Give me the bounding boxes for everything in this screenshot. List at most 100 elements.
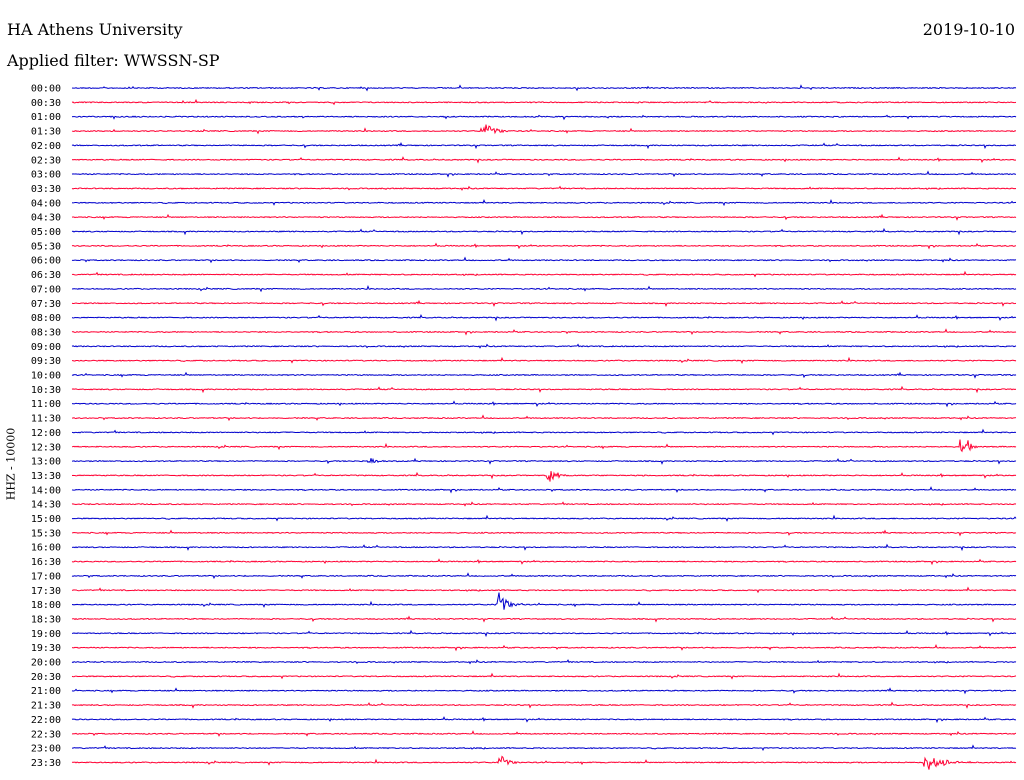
trace-0000	[71, 84, 1017, 92]
time-label-0700: 07:00	[31, 284, 61, 295]
trace-1930	[71, 643, 1017, 652]
time-label-1630: 16:30	[31, 557, 61, 568]
time-label-0130: 01:30	[31, 127, 61, 138]
station-title: HA Athens University	[7, 20, 183, 39]
trace-1030	[71, 385, 1017, 394]
trace-2000	[71, 659, 1017, 665]
trace-2030	[71, 672, 1017, 680]
time-label-1100: 11:00	[31, 399, 61, 410]
trace-0230	[71, 156, 1017, 164]
trace-1100	[71, 400, 1017, 408]
trace-2200	[71, 716, 1017, 724]
trace-0930	[72, 356, 1017, 364]
time-label-1800: 18:00	[31, 600, 61, 611]
time-label-0600: 06:00	[31, 256, 61, 267]
trace-1230	[71, 439, 1017, 453]
trace-0800	[71, 314, 1017, 322]
time-label-0800: 08:00	[31, 313, 61, 324]
time-label-1730: 17:30	[31, 586, 61, 597]
trace-1300	[71, 457, 1017, 465]
trace-0700	[71, 285, 1017, 293]
time-label-0830: 08:30	[31, 327, 61, 338]
trace-1130	[71, 414, 1017, 422]
trace-1000	[71, 371, 1017, 379]
time-label-0230: 02:30	[31, 155, 61, 166]
trace-0200	[71, 141, 1017, 150]
time-label-1930: 19:30	[31, 643, 61, 654]
trace-1830	[71, 615, 1017, 623]
trace-0600	[71, 256, 1017, 264]
trace-0530	[71, 242, 1017, 250]
trace-0130	[71, 124, 1017, 135]
trace-1330	[71, 471, 1017, 482]
trace-2300	[71, 744, 1017, 752]
time-label-2300: 23:00	[31, 744, 61, 755]
time-label-2130: 21:30	[31, 701, 61, 712]
time-label-1230: 12:30	[31, 442, 61, 453]
time-label-0030: 00:30	[31, 98, 61, 109]
filter-label: Applied filter: WWSSN-SP	[7, 51, 220, 70]
trace-0100	[71, 114, 1017, 121]
time-label-1130: 11:30	[31, 414, 61, 425]
trace-1800	[71, 592, 1017, 610]
time-label-0930: 09:30	[31, 356, 61, 367]
time-label-0530: 05:30	[31, 241, 61, 252]
trace-1600	[71, 543, 1017, 552]
trace-1530	[71, 529, 1017, 537]
trace-0630	[71, 270, 1017, 278]
time-label-0630: 06:30	[31, 270, 61, 281]
time-label-2330: 23:30	[31, 758, 61, 769]
time-label-1000: 10:00	[31, 371, 61, 382]
trace-0430	[71, 213, 1017, 221]
trace-2130	[71, 701, 1017, 709]
time-label-1400: 14:00	[31, 485, 61, 496]
time-label-0730: 07:30	[31, 299, 61, 310]
trace-0330	[71, 185, 1017, 191]
trace-1430	[71, 501, 1017, 507]
trace-0030	[71, 98, 1017, 106]
trace-1500	[71, 514, 1017, 522]
trace-1700	[71, 572, 1017, 579]
trace-1630	[71, 558, 1017, 566]
time-label-1430: 14:30	[31, 500, 61, 511]
time-label-0000: 00:00	[31, 84, 61, 95]
time-label-1700: 17:00	[31, 571, 61, 582]
trace-2330	[71, 755, 1017, 770]
time-label-1530: 15:30	[31, 528, 61, 539]
date-label: 2019-10-10	[922, 20, 1015, 39]
trace-0900	[71, 343, 1017, 349]
time-label-1200: 12:00	[31, 428, 61, 439]
time-label-2230: 22:30	[31, 729, 61, 740]
time-label-0900: 09:00	[31, 342, 61, 353]
trace-2100	[71, 687, 1017, 695]
time-label-1500: 15:00	[31, 514, 61, 525]
time-label-1830: 18:30	[31, 614, 61, 625]
trace-0830	[71, 328, 1017, 336]
time-label-0400: 04:00	[31, 198, 61, 209]
trace-1900	[71, 629, 1017, 638]
trace-1400	[71, 486, 1017, 494]
time-label-2000: 20:00	[31, 658, 61, 669]
time-label-0430: 04:30	[31, 213, 61, 224]
time-label-2030: 20:30	[31, 672, 61, 683]
trace-0500	[71, 227, 1017, 236]
time-label-1300: 13:00	[31, 457, 61, 468]
time-label-0200: 02:00	[31, 141, 61, 152]
time-label-0300: 03:00	[31, 170, 61, 181]
time-label-0100: 01:00	[31, 112, 61, 123]
time-label-0330: 03:30	[31, 184, 61, 195]
time-label-1330: 13:30	[31, 471, 61, 482]
trace-2230	[71, 730, 1017, 737]
trace-1730	[71, 586, 1017, 594]
time-label-2100: 21:00	[31, 686, 61, 697]
trace-0730	[71, 299, 1017, 307]
time-label-1900: 19:00	[31, 629, 61, 640]
trace-1200	[71, 428, 1017, 436]
time-label-1030: 10:30	[31, 385, 61, 396]
time-label-2200: 22:00	[31, 715, 61, 726]
trace-0400	[71, 198, 1017, 207]
time-label-1600: 16:00	[31, 543, 61, 554]
trace-0300	[71, 170, 1017, 178]
time-label-0500: 05:00	[31, 227, 61, 238]
